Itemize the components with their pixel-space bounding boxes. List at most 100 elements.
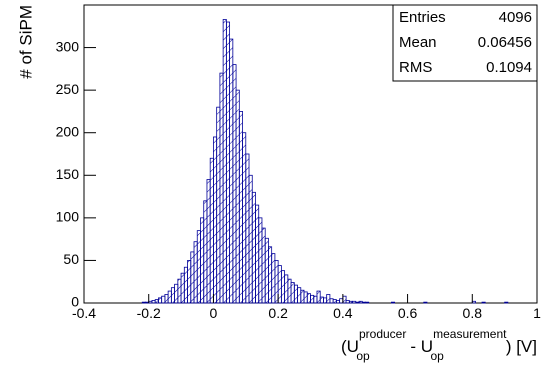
bar: [161, 295, 166, 304]
bar: [255, 204, 260, 304]
bar: [300, 289, 305, 304]
bar: [358, 300, 363, 304]
bar: [303, 291, 308, 304]
stats-label: Entries: [399, 9, 446, 26]
y-axis-label: # of SiPM: [16, 5, 35, 79]
bar: [193, 241, 198, 304]
x-tick-label: 0: [210, 305, 218, 321]
bar: [352, 300, 357, 304]
bar: [348, 300, 353, 304]
bar: [481, 301, 486, 304]
y-tick-label: 0: [71, 294, 79, 310]
bar: [423, 301, 428, 304]
x-label-part: (U: [341, 337, 359, 356]
y-tick-label: 200: [56, 123, 80, 139]
bar: [200, 217, 205, 304]
stats-label: RMS: [399, 59, 432, 76]
bar: [310, 294, 315, 304]
bar: [183, 266, 188, 304]
bar: [141, 301, 146, 304]
x-tick-label: 0.2: [268, 305, 288, 321]
bar: [297, 287, 302, 304]
bar: [287, 278, 292, 304]
stats-value: 4096: [499, 9, 532, 26]
bar: [235, 89, 240, 304]
x-label-sup: producer: [359, 327, 406, 341]
y-tick-label: 50: [63, 251, 79, 267]
bar: [203, 200, 208, 304]
x-label-sup: measurement: [433, 327, 507, 341]
x-tick-label: 0.4: [333, 305, 353, 321]
bar: [319, 296, 324, 304]
bar: [306, 293, 311, 304]
stats-box: [392, 4, 538, 82]
x-tick-label: 0.8: [463, 305, 483, 321]
bar: [345, 300, 350, 304]
bar: [280, 270, 286, 304]
bar: [264, 237, 269, 304]
stats-value: 0.1094: [486, 59, 532, 76]
bar: [158, 297, 163, 304]
bar: [504, 301, 509, 304]
x-tick-label: 0.6: [398, 305, 418, 321]
x-tick-label: 1: [533, 305, 541, 321]
bar: [206, 179, 211, 304]
bar: [229, 38, 234, 304]
bar: [268, 246, 273, 304]
bar: [225, 21, 231, 304]
bar: [251, 191, 256, 304]
bar: [187, 260, 192, 304]
x-label-sub: op: [356, 349, 370, 363]
bar: [316, 290, 321, 304]
stats-value: 0.06456: [478, 34, 532, 51]
bar: [248, 174, 253, 304]
bar: [154, 299, 159, 304]
bar: [245, 153, 250, 304]
bar: [222, 19, 227, 304]
bar: [170, 287, 176, 304]
y-tick-label: 150: [56, 166, 80, 182]
x-label-sub: op: [430, 349, 444, 363]
bar: [258, 217, 263, 304]
bar: [365, 301, 370, 304]
bar: [180, 272, 185, 304]
bar: [167, 290, 172, 304]
bar: [329, 298, 334, 304]
bar: [355, 301, 360, 304]
bar: [323, 297, 328, 304]
bar: [164, 294, 169, 304]
bar: [232, 64, 237, 304]
bar: [151, 300, 156, 304]
bar: [177, 278, 182, 304]
x-label-part: - U: [406, 337, 433, 356]
x-tick-label: -0.4: [72, 305, 96, 321]
bar: [174, 283, 179, 304]
bar: [209, 157, 214, 304]
bar: [261, 227, 266, 304]
bar: [190, 251, 195, 304]
histogram: [141, 19, 509, 304]
y-tick-label: 250: [56, 81, 80, 97]
bar: [284, 274, 289, 304]
bar: [361, 301, 366, 304]
y-tick-label: 300: [56, 38, 80, 54]
stats-label: Mean: [399, 34, 437, 51]
bar: [216, 106, 221, 304]
bar: [219, 72, 224, 304]
bar: [326, 294, 331, 304]
bar: [290, 282, 295, 304]
bar: [213, 136, 218, 304]
x-label-part: ) [V]: [506, 337, 537, 356]
x-axis-label: (Uproducer op - Umeasurement op ) [V]: [341, 327, 537, 363]
y-tick-label: 100: [56, 209, 80, 225]
bar: [293, 284, 298, 304]
bar: [390, 301, 396, 304]
bar: [242, 132, 247, 304]
bar: [238, 111, 243, 304]
bar: [332, 299, 337, 304]
bar: [196, 230, 201, 304]
bar: [313, 295, 318, 304]
x-tick-label: -0.2: [137, 305, 161, 321]
bar: [271, 253, 276, 304]
